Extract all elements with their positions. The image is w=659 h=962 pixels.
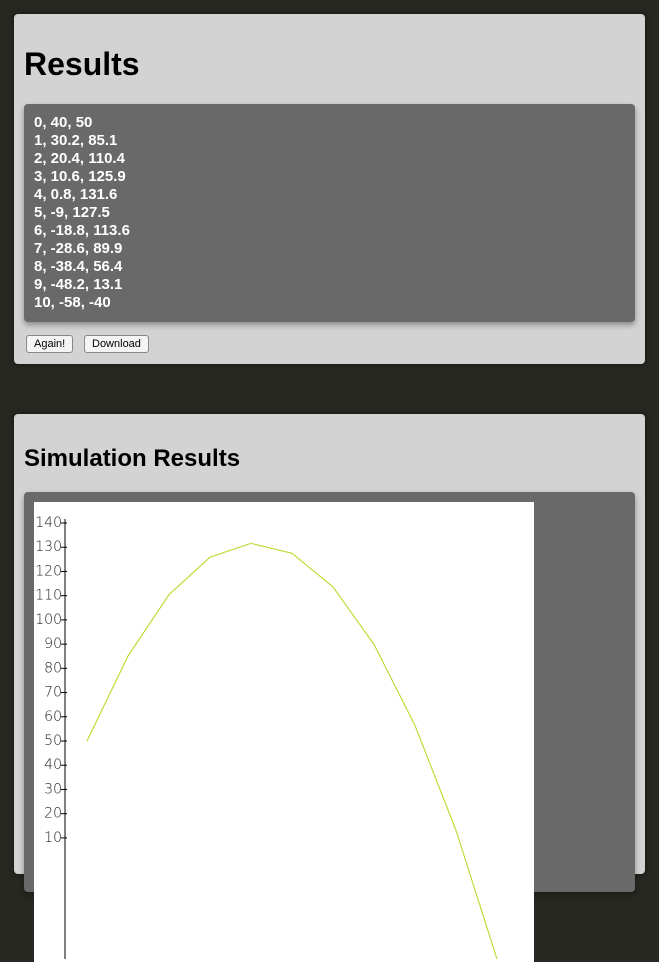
result-line: 3, 10.6, 125.9 — [34, 168, 126, 185]
result-line: 10, -58, -40 — [34, 294, 111, 311]
result-line: 1, 30.2, 85.1 — [34, 132, 118, 149]
y-tick-label: 20 — [44, 806, 62, 822]
result-line: 0, 40, 50 — [34, 114, 93, 131]
chart-box: 10 20 30 40 50 60 70 80 90 100 110 120 130 140 — [24, 492, 635, 962]
series-line — [86, 542, 498, 960]
y-tick-label: 130 — [35, 539, 62, 555]
y-tick-label: 110 — [35, 588, 62, 604]
result-line: 4, 0.8, 131.6 — [34, 186, 118, 203]
y-tick-label: 120 — [35, 563, 62, 579]
result-line: 7, -28.6, 89.9 — [34, 240, 123, 257]
download-button[interactable]: Download — [84, 335, 149, 353]
results-panel: Results 0, 40, 50 1, 30.2, 85.1 2, 20.4, 1… — [14, 14, 645, 364]
page: Results 0, 40, 50 1, 30.2, 85.1 2, 20.4, 1… — [14, 14, 645, 962]
chart: 10 20 30 40 50 60 70 80 90 100 110 120 130 140 — [34, 502, 534, 962]
result-line: 9, -48.2, 13.1 — [34, 276, 123, 293]
y-tick-label: 70 — [44, 685, 62, 701]
y-tick-label: 100 — [35, 612, 62, 628]
result-line: 5, -9, 127.5 — [34, 204, 110, 221]
y-tick-label: 60 — [44, 709, 62, 725]
y-tick-label: 40 — [44, 757, 62, 773]
result-line: 2, 20.4, 110.4 — [34, 150, 125, 167]
chart-title: Simulation Results — [24, 445, 241, 472]
y-tick-label: 30 — [44, 781, 62, 797]
again-button[interactable]: Again! — [26, 335, 74, 353]
results-title: Results — [24, 46, 140, 82]
y-tick-label: 50 — [44, 733, 62, 749]
y-tick-label: 10 — [44, 830, 62, 846]
result-line: 8, -38.4, 56.4 — [34, 258, 123, 275]
y-tick-label: 140 — [35, 515, 62, 531]
chart-panel: Simulation Results 10 20 30 40 50 60 70 80 90 100… — [14, 414, 645, 962]
result-line: 6, -18.8, 113.6 — [34, 222, 130, 239]
results-box: 0, 40, 50 1, 30.2, 85.1 2, 20.4, 110.4 3, 1… — [24, 104, 635, 322]
y-tick-label: 90 — [44, 636, 62, 652]
y-tick-label: 80 — [44, 660, 62, 676]
